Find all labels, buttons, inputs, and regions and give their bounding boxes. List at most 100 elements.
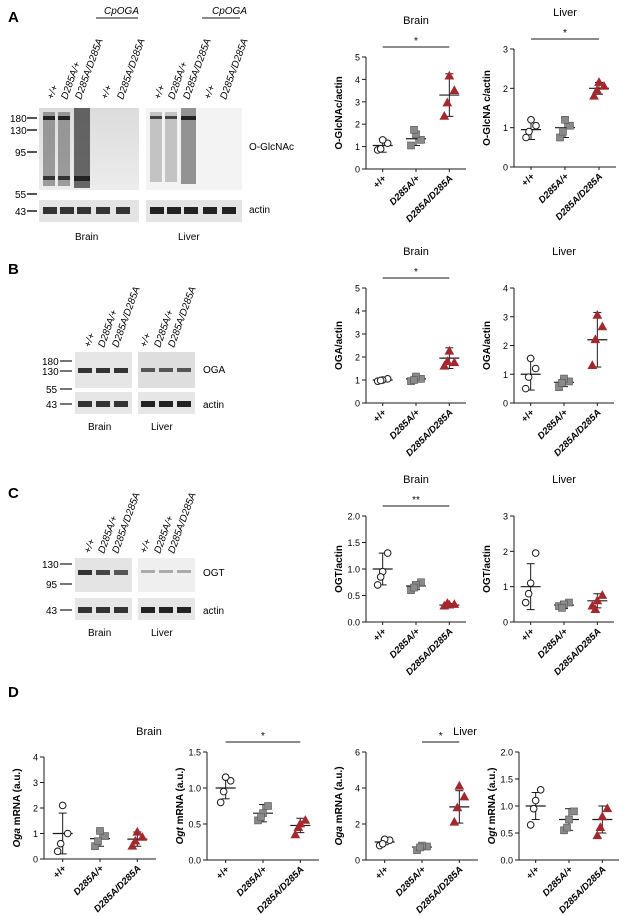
data-point-d285a-d285a: [597, 811, 608, 821]
lane-label: +/+: [138, 332, 153, 349]
data-point-wild-type: [526, 821, 535, 829]
data-point-d285a-d285a: [444, 345, 455, 355]
mw-marker: 130: [42, 560, 59, 571]
data-point-d285a-d285a: [442, 97, 453, 107]
chart-title: Brain: [403, 246, 429, 258]
tissue-label: Brain: [75, 232, 98, 243]
y-tick-label: 4: [33, 753, 38, 763]
data-point-wild-type: [383, 549, 392, 557]
y-tick-label: 1.0: [500, 802, 513, 812]
chart-C-brain: Brain0.00.51.01.52.0OGT/actin+/+D285A/+D…: [334, 474, 466, 678]
data-point-wild-type: [373, 581, 382, 589]
y-tick-label: 1: [503, 123, 508, 133]
y-tick-label: 1.5: [347, 538, 360, 548]
data-point-d285a-d285a: [590, 334, 601, 344]
data-point-wild-type: [531, 364, 540, 373]
blot-c-markers: 130 95 43 OGT actin Brain Liver: [42, 560, 225, 639]
lane-label: +/+: [82, 538, 97, 555]
x-tick-label: +/+: [214, 864, 232, 882]
mw-marker: 130: [10, 126, 27, 137]
mw-marker: 95: [15, 148, 27, 159]
data-point-d285a-het: [565, 815, 573, 824]
y-tick-label: 3: [503, 45, 508, 55]
data-point-d285a-het: [96, 827, 104, 835]
data-point-wild-type: [56, 839, 65, 848]
y-axis-label: OGT/actin: [482, 545, 493, 593]
y-tick-label: 2: [503, 547, 508, 557]
panel-letter-d: D: [8, 684, 19, 701]
data-point-d285a-d285a: [444, 70, 455, 80]
y-tick-label: 6: [355, 748, 360, 758]
y-tick-label: 2.0: [500, 748, 513, 758]
mw-marker: 180: [42, 357, 59, 368]
data-point-d285a-het: [94, 837, 102, 845]
y-tick-label: 4: [355, 75, 360, 85]
x-tick-label: D285A/+: [537, 171, 572, 206]
blot-b-images: [75, 352, 195, 414]
band-label: OGT: [203, 568, 225, 579]
x-tick-label: +/+: [51, 863, 69, 881]
data-point-d285a-d285a: [137, 832, 148, 841]
band-label: actin: [203, 400, 224, 411]
band-label: actin: [203, 606, 224, 617]
y-tick-label: 3: [33, 778, 38, 788]
y-tick-label: 3: [503, 312, 508, 322]
x-tick-label: +/+: [524, 864, 542, 882]
data-point-d285a-d285a: [592, 84, 602, 94]
mw-marker: 43: [46, 606, 58, 617]
data-point-d285a-d285a: [442, 356, 453, 365]
band-label: actin: [249, 205, 270, 216]
data-point-d285a-d285a: [595, 822, 606, 831]
x-tick-label: +/+: [519, 626, 537, 644]
mw-marker: 130: [42, 367, 59, 378]
y-tick-label: 2.0: [347, 512, 360, 522]
blot-a-markers: 180 130 95 55 43 O-GlcNAc actin Brain Li…: [10, 114, 294, 243]
y-axis-label: Ogt mRNA (a.u.): [487, 768, 498, 845]
tissue-label: Brain: [88, 628, 111, 639]
cpoga-label-liver: CpOGA: [212, 6, 247, 17]
chart-A-brain: Brain012345O-GlcNAc/actin+/+D285A/+D285A…: [334, 15, 466, 225]
y-tick-label: 0: [503, 163, 508, 173]
mw-marker: 43: [15, 207, 27, 218]
data-point-d285a-d285a: [132, 826, 143, 836]
data-point-wild-type: [58, 801, 67, 810]
y-tick-label: 2: [503, 84, 508, 94]
data-point-d285a-het: [561, 116, 569, 124]
group-title-liver: Liver: [453, 726, 477, 738]
data-point-d285a-het: [416, 843, 424, 852]
y-tick-label: 1.0: [188, 784, 201, 794]
chart-title: Liver: [553, 7, 577, 19]
data-point-wild-type: [527, 116, 535, 124]
x-tick-label: D285A/+: [394, 864, 429, 899]
y-tick-label: 2: [33, 804, 38, 814]
blot-c: +/+ D285A/+ D285A/D285A +/+ D285A/+ D285…: [82, 491, 198, 555]
mw-marker: 180: [10, 114, 27, 125]
data-point-wild-type: [378, 840, 387, 848]
data-point-wild-type: [529, 804, 538, 813]
mw-marker: 95: [46, 580, 58, 591]
y-tick-label: 5: [355, 53, 360, 63]
lane-label: +/+: [82, 332, 97, 349]
y-axis-label: Oga mRNA (a.u.): [334, 766, 345, 845]
data-point-d285a-het: [101, 832, 109, 840]
data-point-d285a-het: [570, 807, 578, 816]
y-axis-label: Oga mRNA (a.u.): [12, 768, 23, 847]
data-point-wild-type: [376, 573, 385, 581]
lane-label: +/+: [202, 84, 217, 101]
data-point-wild-type: [53, 847, 62, 856]
lane-label: +/+: [45, 84, 60, 101]
data-point-d285a-d285a: [127, 840, 138, 850]
data-point-d285a-d285a: [449, 357, 460, 367]
data-point-d285a-d285a: [290, 829, 301, 839]
data-point-d285a-het: [410, 376, 418, 384]
y-tick-label: 0.0: [347, 618, 360, 628]
data-point-wild-type: [221, 773, 230, 782]
y-tick-label: 1.5: [188, 748, 201, 758]
data-point-d285a-d285a: [597, 321, 608, 331]
y-tick-label: 2: [355, 820, 360, 830]
y-tick-label: 0.5: [500, 829, 513, 839]
